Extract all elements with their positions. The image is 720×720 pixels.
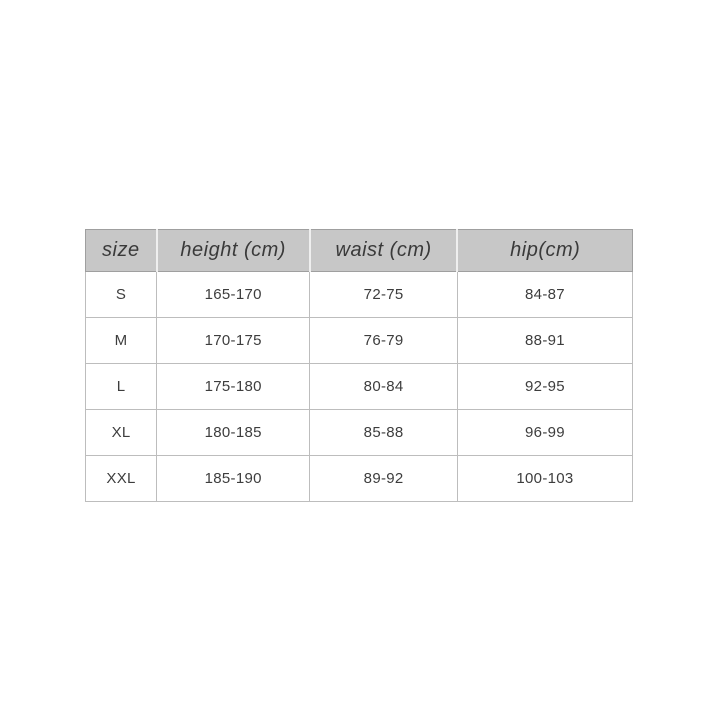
cell-hip: 96-99 bbox=[456, 409, 634, 456]
table-header-row: size height (cm) waist (cm) hip(cm) bbox=[85, 229, 633, 272]
cell-height: 175-180 bbox=[156, 363, 311, 410]
table-row: L 175-180 80-84 92-95 bbox=[84, 363, 634, 410]
column-header-size: size bbox=[85, 229, 157, 272]
cell-size: S bbox=[84, 271, 158, 318]
cell-size: XL bbox=[84, 409, 158, 456]
table-row: S 165-170 72-75 84-87 bbox=[84, 271, 634, 318]
cell-hip: 88-91 bbox=[456, 317, 634, 364]
cell-size: XXL bbox=[84, 455, 158, 502]
cell-hip: 84-87 bbox=[456, 271, 634, 318]
cell-height: 185-190 bbox=[156, 455, 311, 502]
cell-hip: 92-95 bbox=[456, 363, 634, 410]
cell-waist: 76-79 bbox=[309, 317, 458, 364]
cell-waist: 80-84 bbox=[309, 363, 458, 410]
cell-waist: 85-88 bbox=[309, 409, 458, 456]
cell-height: 165-170 bbox=[156, 271, 311, 318]
size-chart-table: size height (cm) waist (cm) hip(cm) S 16… bbox=[84, 229, 634, 502]
table-row: XL 180-185 85-88 96-99 bbox=[84, 409, 634, 456]
table-row: M 170-175 76-79 88-91 bbox=[84, 317, 634, 364]
cell-size: M bbox=[84, 317, 158, 364]
cell-waist: 72-75 bbox=[309, 271, 458, 318]
cell-size: L bbox=[84, 363, 158, 410]
column-header-waist: waist (cm) bbox=[308, 229, 458, 272]
cell-hip: 100-103 bbox=[456, 455, 634, 502]
cell-height: 180-185 bbox=[156, 409, 311, 456]
column-header-hip: hip(cm) bbox=[456, 229, 633, 272]
cell-height: 170-175 bbox=[156, 317, 311, 364]
cell-waist: 89-92 bbox=[309, 455, 458, 502]
table-row: XXL 185-190 89-92 100-103 bbox=[84, 455, 634, 502]
column-header-height: height (cm) bbox=[155, 229, 310, 272]
